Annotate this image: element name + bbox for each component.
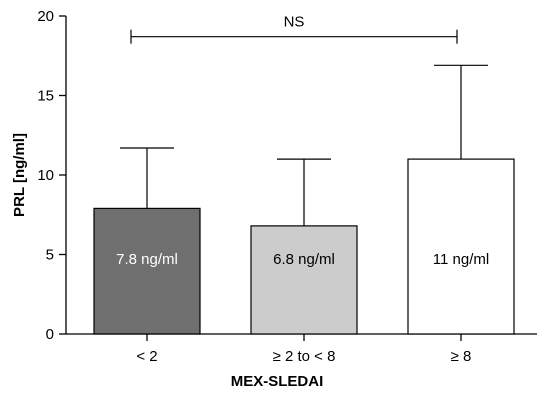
y-tick-label: 0 — [46, 326, 54, 343]
bar-value-labels: 7.8 ng/ml 6.8 ng/ml 11 ng/ml — [116, 251, 489, 268]
y-tick-label: 20 — [37, 8, 54, 25]
significance-label: NS — [284, 14, 305, 31]
y-tick-label: 10 — [37, 167, 54, 184]
y-tick-label: 15 — [37, 88, 54, 105]
y-tick-label: 5 — [46, 247, 54, 264]
y-axis: 0 5 10 15 20 — [37, 8, 67, 343]
bar — [250, 225, 358, 335]
bars — [93, 158, 515, 335]
x-tick-label: ≥ 8 — [451, 348, 472, 365]
x-tick-label: ≥ 2 to < 8 — [273, 348, 336, 365]
bar — [93, 207, 201, 335]
bar-value-label: 6.8 ng/ml — [273, 251, 335, 268]
bar-value-label: 11 ng/ml — [433, 251, 489, 268]
bar — [407, 158, 515, 335]
y-axis-title: PRL [ng/ml] — [11, 133, 28, 217]
error-bars — [120, 64, 488, 226]
significance-bracket: NS — [130, 14, 458, 44]
x-tick-label: < 2 — [136, 348, 157, 365]
x-axis: < 2 ≥ 2 to < 8 ≥ 8 — [66, 333, 537, 365]
bar-value-label: 7.8 ng/ml — [116, 251, 178, 268]
x-axis-title: MEX-SLEDAI — [231, 373, 324, 390]
